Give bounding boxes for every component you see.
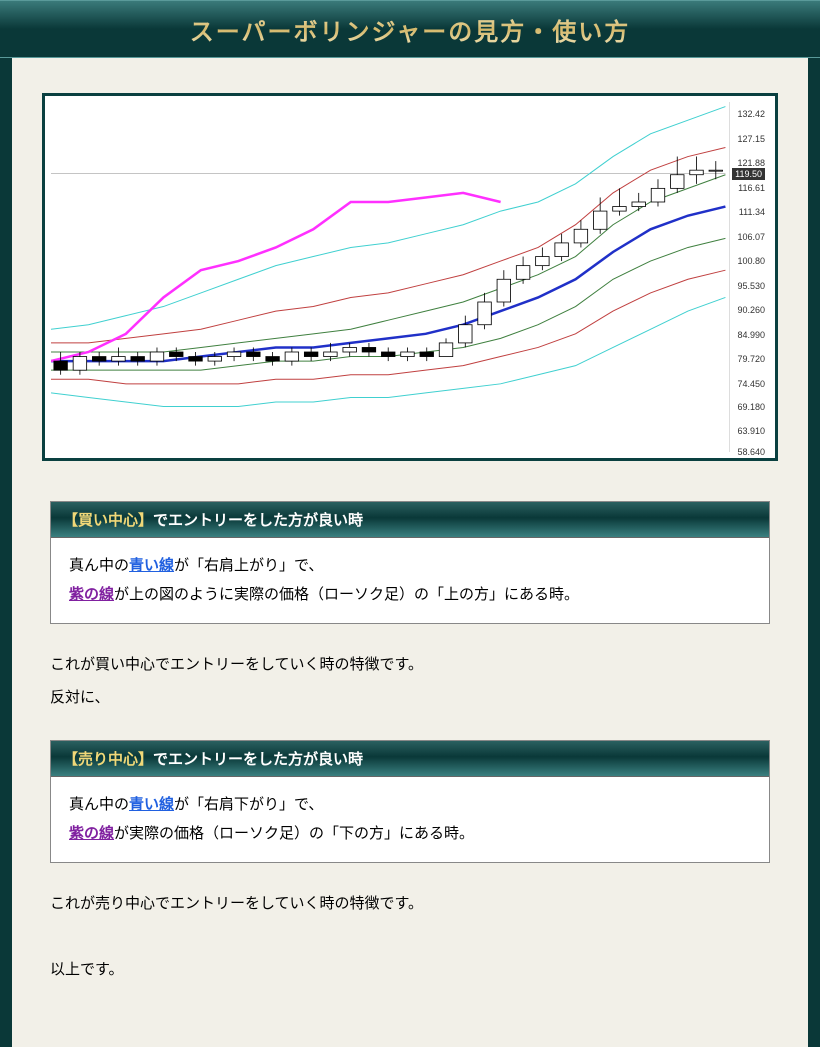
chart-svg <box>51 102 769 452</box>
current-price-indicator: 119.50 <box>732 168 765 180</box>
y-tick-label: 69.180 <box>737 402 765 412</box>
y-tick-label: 127.15 <box>737 134 765 144</box>
y-tick-label: 111.34 <box>739 207 765 217</box>
purple-line-link[interactable]: 紫の線 <box>69 586 114 603</box>
y-tick-label: 79.720 <box>737 354 765 364</box>
sell-label: 【売り中心】 <box>63 751 153 768</box>
blue-line-link[interactable]: 青い線 <box>129 557 174 574</box>
header-bar: スーパーボリンジャーの見方・使い方 <box>0 0 820 58</box>
sell-info-box: 【売り中心】でエントリーをした方が良い時 真ん中の青い線が「右肩下がり」で、紫の… <box>50 740 770 863</box>
y-tick-label: 116.61 <box>738 183 765 193</box>
purple-line-link[interactable]: 紫の線 <box>69 825 114 842</box>
y-tick-label: 100.80 <box>737 256 765 266</box>
buy-box-header: 【買い中心】でエントリーをした方が良い時 <box>51 502 769 538</box>
buy-header-rest: でエントリーをした方が良い時 <box>153 512 363 529</box>
y-tick-label: 132.42 <box>737 109 765 119</box>
y-tick-label: 121.88 <box>737 158 765 168</box>
body-text-2: これが売り中心でエントリーをしていく時の特徴です。以上です。 <box>50 887 770 986</box>
body-text-1: これが買い中心でエントリーをしていく時の特徴です。反対に、 <box>50 648 770 714</box>
buy-label: 【買い中心】 <box>63 512 153 529</box>
y-axis: 132.42 127.15 121.88 116.61 111.34 106.07 100.… <box>729 102 767 452</box>
page-title: スーパーボリンジャーの見方・使い方 <box>190 12 631 47</box>
buy-info-box: 【買い中心】でエントリーをした方が良い時 真ん中の青い線が「右肩上がり」で、紫の… <box>50 501 770 624</box>
y-tick-label: 84.990 <box>737 330 765 340</box>
y-tick-label: 90.260 <box>737 305 765 315</box>
blue-line-link[interactable]: 青い線 <box>129 796 174 813</box>
y-tick-label: 74.450 <box>737 379 765 389</box>
page-frame: スーパーボリンジャーの見方・使い方 132.42 127.15 121.88 116.… <box>0 0 820 1047</box>
sell-box-header: 【売り中心】でエントリーをした方が良い時 <box>51 741 769 777</box>
content-area: 132.42 127.15 121.88 116.61 111.34 106.07 100.… <box>12 58 808 1047</box>
y-tick-label: 95.530 <box>737 281 765 291</box>
sell-box-body: 真ん中の青い線が「右肩下がり」で、紫の線が実際の価格（ローソク足）の「下の方」に… <box>51 777 769 862</box>
chart-container: 132.42 127.15 121.88 116.61 111.34 106.07 100.… <box>42 93 778 461</box>
y-tick-label: 106.07 <box>737 232 765 242</box>
y-tick-label: 58.640 <box>737 447 765 457</box>
bollinger-chart: 132.42 127.15 121.88 116.61 111.34 106.07 100.… <box>51 102 769 452</box>
buy-box-body: 真ん中の青い線が「右肩上がり」で、紫の線が上の図のように実際の価格（ローソク足）… <box>51 538 769 623</box>
y-tick-label: 63.910 <box>737 426 765 436</box>
sell-header-rest: でエントリーをした方が良い時 <box>153 751 363 768</box>
